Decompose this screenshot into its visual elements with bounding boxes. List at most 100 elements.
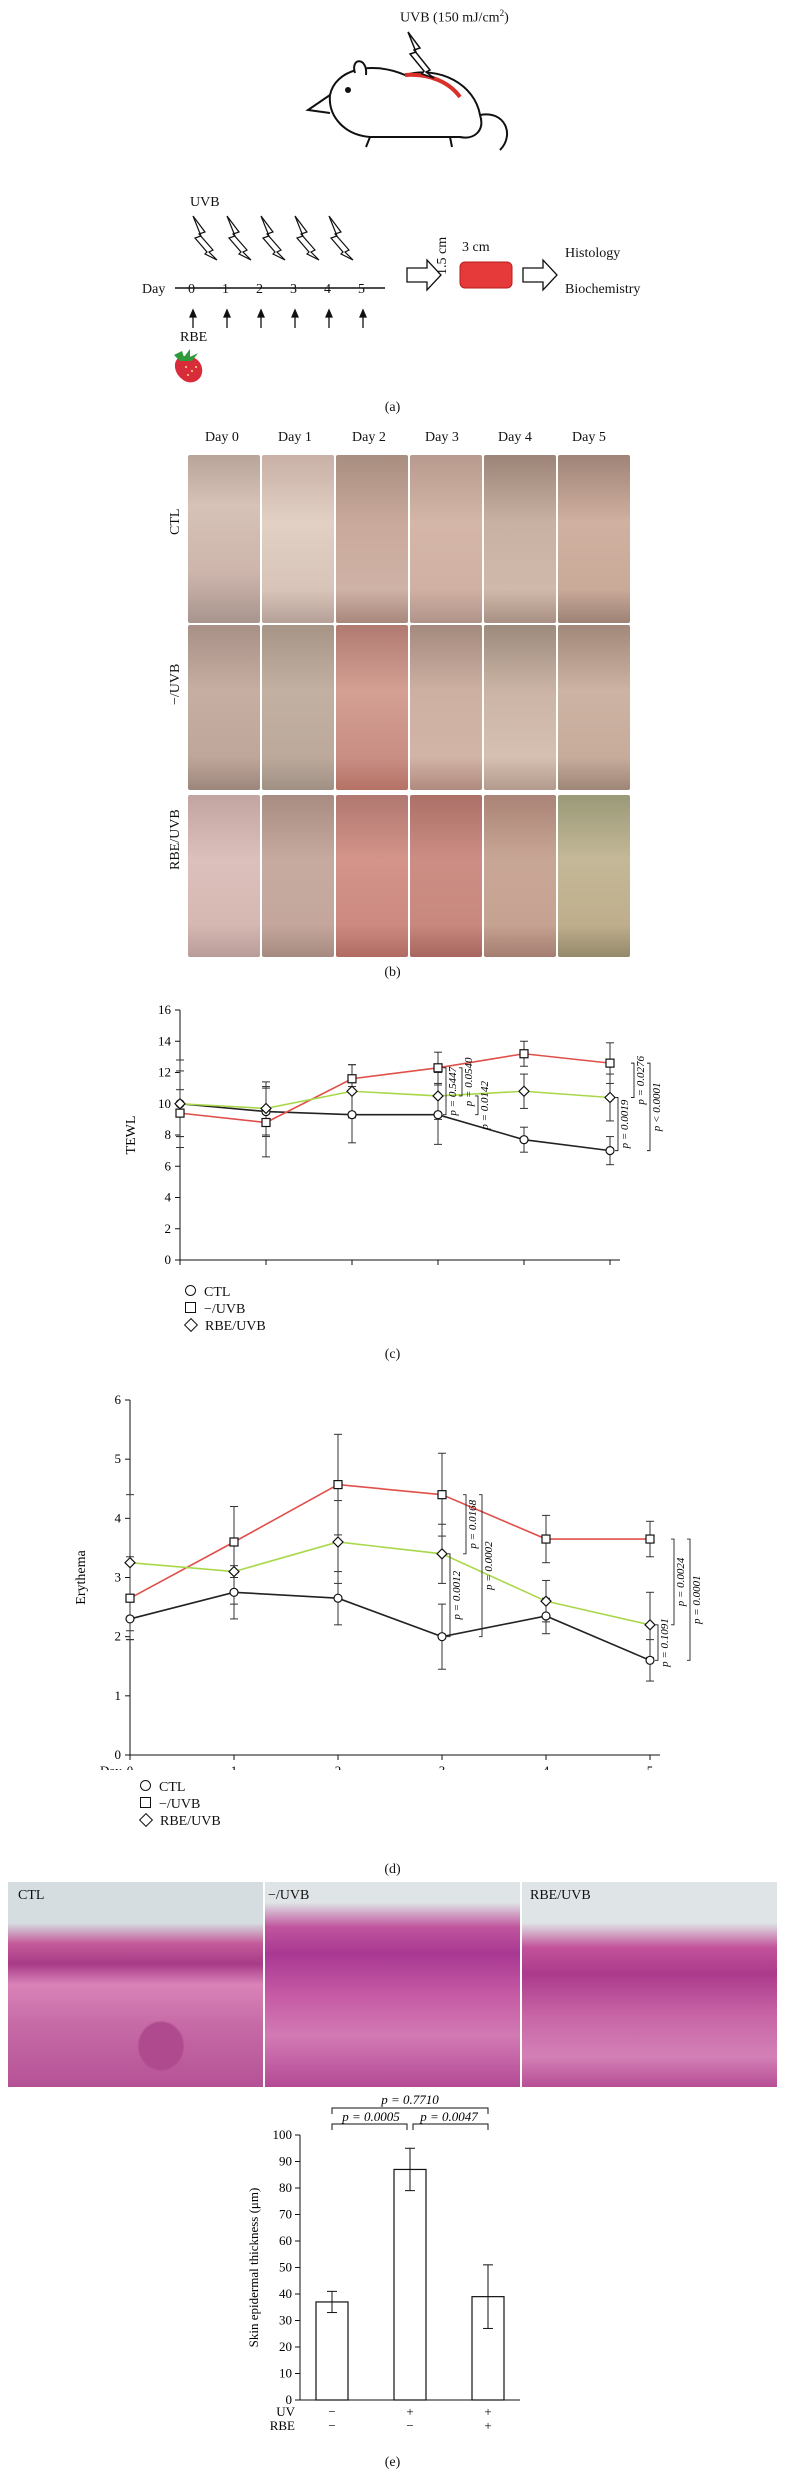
height-label: 1.5 cm <box>435 236 450 275</box>
erythema-point-uvb <box>645 1534 655 1544</box>
erythema-sig-bracket <box>463 1494 467 1555</box>
legend-d-item-rbe: RBE/UVB <box>138 1812 221 1831</box>
erythema-x-tick-label: 1 <box>231 1763 238 1770</box>
tewl-p-value: p = 0.0540 <box>463 1057 475 1107</box>
square-marker-icon <box>185 1302 196 1313</box>
uvb-dose-sup: 2 <box>499 8 505 18</box>
erythema-point-ctl <box>333 1593 343 1603</box>
tewl-y-tick-label: 16 <box>158 1002 172 1017</box>
diamond-marker-icon <box>183 1317 199 1333</box>
skin-photo-uvb-day2 <box>336 625 408 790</box>
col-day-0: Day 0 <box>205 430 239 445</box>
bar-y-tick-label: 40 <box>279 2286 292 2301</box>
erythema-point-rbe <box>644 1618 656 1631</box>
tewl-y-tick-label: 10 <box>158 1096 171 1111</box>
legend-c-label-rbe: RBE/UVB <box>205 1319 266 1334</box>
legend-c-item-ctl: CTL <box>185 1285 266 1302</box>
tewl-p-value: p = 0.0019 <box>619 1099 631 1149</box>
day-tick-1: 1 <box>222 282 229 297</box>
diamond-marker-icon <box>138 1812 154 1828</box>
skin-photo-ctl-day0 <box>188 455 260 623</box>
uvb-dose-label: UVB (150 mJ/cm2) <box>400 8 509 27</box>
histology-image-rbe <box>522 1882 777 2087</box>
caption-d: (d) <box>384 1862 401 1877</box>
tewl-point-uvb <box>347 1074 357 1084</box>
tewl-x-tick-label: 3 <box>435 1268 442 1270</box>
uv-sign-0: − <box>328 2404 335 2419</box>
bar-y-tick-label: 30 <box>279 2313 292 2328</box>
caption-c: (c) <box>384 1347 401 1362</box>
uvb-timeline-label: UVB <box>190 195 220 210</box>
rbe-sign-1: − <box>406 2418 413 2430</box>
erythema-x-tick-label: 3 <box>439 1763 446 1770</box>
mouse-illustration <box>305 60 509 151</box>
caption-b: (b) <box>384 965 401 980</box>
erythema-point-ctl <box>541 1611 551 1621</box>
erythema-y-tick-label: 3 <box>115 1570 122 1585</box>
erythema-x-tick-label: 5 <box>647 1763 654 1770</box>
legend-d-label-ctl: CTL <box>159 1780 186 1795</box>
erythema-p-value: p = 0.0024 <box>675 1557 687 1607</box>
tewl-p-value: p = 0.5447 <box>447 1066 459 1116</box>
erythema-point-ctl <box>437 1632 447 1642</box>
p-value-top: p = 0.7710 <box>380 2092 439 2107</box>
erythema-point-uvb <box>437 1490 447 1500</box>
erythema-point-rbe <box>228 1565 240 1578</box>
col-day-1: Day 1 <box>278 430 312 445</box>
erythema-x-tick-label: 0 <box>127 1763 134 1770</box>
tewl-x-tick-label: 4 <box>521 1268 528 1270</box>
rbe-sign-0: − <box>328 2418 335 2430</box>
erythema-sig-bracket <box>479 1494 483 1638</box>
tewl-point-uvb <box>175 1108 185 1118</box>
square-marker-icon <box>140 1797 151 1808</box>
bar-y-tick-label: 10 <box>279 2366 292 2381</box>
skin-photo-uvb-day0 <box>188 625 260 790</box>
tewl-sig-bracket <box>443 1067 447 1116</box>
uvb-dose-text: UVB (150 mJ/cm <box>400 10 500 26</box>
tewl-point-rbe <box>432 1090 444 1102</box>
skin-photo-uvb-day5 <box>558 625 630 790</box>
legend-d-label-rbe: RBE/UVB <box>160 1814 221 1829</box>
skin-photo-ctl-day4 <box>484 455 556 623</box>
bar-y-tick-label: 70 <box>279 2207 292 2222</box>
bar-0 <box>315 2301 349 2401</box>
tewl-point-ctl <box>519 1135 529 1145</box>
day-tick-4: 4 <box>324 282 331 297</box>
skin-photo-rbe-day0 <box>188 795 260 957</box>
legend-c-label-ctl: CTL <box>204 1285 231 1300</box>
tewl-point-uvb <box>519 1049 529 1059</box>
erythema-series-line-2 <box>129 1541 651 1626</box>
process-arrows <box>406 258 558 292</box>
tewl-y-tick-label: 0 <box>165 1252 172 1267</box>
row-uvb: −/UVB <box>168 663 183 705</box>
uvb-dose-close: ) <box>504 10 509 26</box>
uv-sign-1: + <box>406 2404 413 2419</box>
erythema-y-tick-label: 0 <box>115 1747 122 1762</box>
uv-sign-2: + <box>484 2404 491 2419</box>
tewl-x-tick-label: 5 <box>607 1268 614 1270</box>
erythema-x-tick-label: 4 <box>543 1763 550 1770</box>
histology-image-ctl <box>8 1882 263 2087</box>
skin-photo-uvb-day4 <box>484 625 556 790</box>
caption-e: (e) <box>384 2455 401 2470</box>
col-day-5: Day 5 <box>572 430 606 445</box>
tewl-p-value: p < 0.0001 <box>651 1083 663 1133</box>
width-label: 3 cm <box>462 240 490 255</box>
tewl-sig-bracket <box>459 1067 463 1097</box>
tewl-point-uvb <box>605 1058 615 1068</box>
erythema-y-tick-label: 2 <box>115 1629 122 1644</box>
rbe-sign-2: + <box>484 2418 491 2430</box>
col-day-4: Day 4 <box>498 430 532 445</box>
tewl-series-line-2 <box>179 1090 611 1110</box>
epidermal-thickness-chart: 0 10 20 30 40 50 60 70 80 90 100 Skin epidermal thi… <box>246 2092 520 2430</box>
skin-photo-ctl-day1 <box>262 455 334 623</box>
day-label: Day <box>142 282 166 297</box>
uvb-lightning-icon <box>407 31 435 79</box>
tewl-point-uvb <box>261 1117 271 1128</box>
erythema-point-rbe <box>124 1556 136 1569</box>
erythema-p-value: p = 0.0168 <box>467 1499 479 1549</box>
erythema-x-axis-label: Day <box>100 1763 122 1770</box>
erythema-point-uvb <box>333 1480 343 1490</box>
tewl-y-tick-label: 12 <box>158 1065 171 1080</box>
